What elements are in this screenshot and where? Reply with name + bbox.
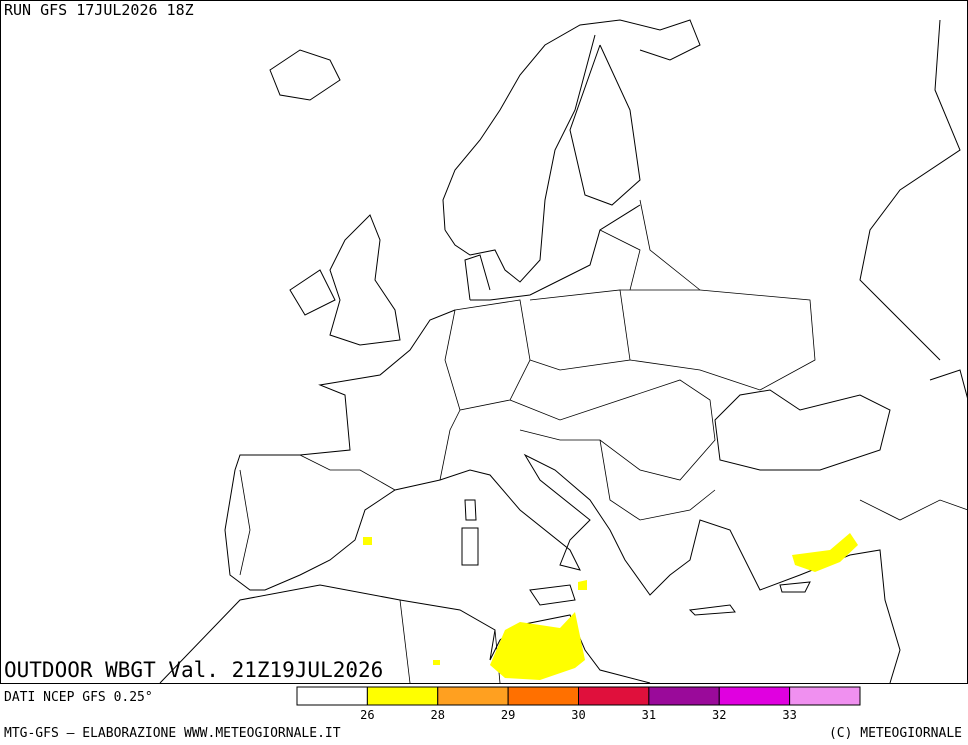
legend-swatch — [437, 686, 509, 706]
color-legend: 26 28 29 30 31 32 33 — [296, 686, 861, 722]
legend-swatch — [507, 686, 579, 706]
source-label: DATI NCEP GFS 0.25° — [4, 690, 153, 705]
footer-right: (C) METEOGIORNALE — [829, 726, 962, 741]
legend-swatch — [296, 686, 368, 706]
map-frame — [0, 0, 968, 684]
legend-tick-label: 30 — [571, 708, 585, 722]
country-borders — [239, 199, 968, 684]
wbgt-areas — [363, 533, 858, 680]
legend-tick-label: 31 — [642, 708, 656, 722]
coastlines — [159, 19, 968, 684]
legend-swatch — [718, 686, 791, 706]
map-title: OUTDOOR WBGT Val. 21Z19JUL2026 — [4, 658, 383, 682]
legend-swatch — [578, 686, 650, 706]
legend-tick-label: 26 — [360, 708, 374, 722]
legend-swatch — [366, 686, 439, 706]
legend-swatch — [648, 686, 720, 706]
run-label: RUN GFS 17JUL2026 18Z — [4, 1, 194, 19]
footer-left: MTG-GFS — ELABORAZIONE WWW.METEOGIORNALE… — [4, 726, 341, 741]
legend-swatch — [789, 686, 861, 706]
legend-tick-label: 32 — [712, 708, 726, 722]
legend-tick-label: 33 — [782, 708, 796, 722]
legend-tick-label: 28 — [431, 708, 445, 722]
legend-tick-label: 29 — [501, 708, 515, 722]
